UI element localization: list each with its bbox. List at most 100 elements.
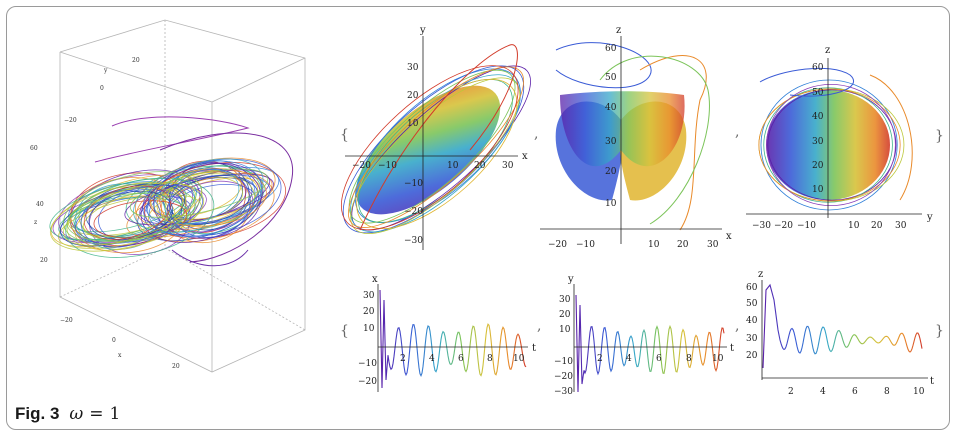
tick-label: 10 [712, 354, 724, 364]
tick-label: 10 [407, 119, 419, 129]
xy-loop [348, 69, 516, 224]
tick-label: 60 [605, 44, 617, 54]
tick-label: 8 [884, 387, 890, 397]
trajectory-loop [153, 169, 240, 225]
tick-label: −20 [352, 161, 371, 171]
trajectory-loop [49, 181, 205, 252]
trajectory-loop [63, 182, 197, 246]
tick-label: 4 [429, 354, 435, 364]
tick-label: −30 [404, 236, 423, 246]
tick-label: 40 [812, 112, 824, 122]
axis-label-z: z [616, 25, 621, 36]
yz-loop [759, 67, 854, 97]
trajectory-loop [169, 168, 251, 238]
z-vs-t-curve [762, 283, 923, 369]
tick-3d-y: 20 [132, 57, 140, 64]
omega-symbol: ω [69, 404, 84, 424]
tick-label: 30 [746, 334, 758, 344]
tick-label: 30 [502, 161, 514, 171]
tick-label: 4 [626, 354, 632, 364]
tick-3d-x: 0 [112, 337, 116, 344]
comma-sep: , [537, 318, 541, 334]
x-vs-t-curve [379, 289, 527, 389]
tick-label: 30 [559, 295, 571, 305]
panel-3d-attractor: y z x 20 0 −20 60 40 20 −20 0 20 [30, 19, 306, 373]
trajectory-loop [49, 178, 198, 241]
timeseries-z: t z 2 4 6 8 10 60 50 40 30 20 [746, 269, 934, 397]
tick-label: 10 [848, 221, 860, 231]
tick-label: −20 [774, 221, 793, 231]
tick-3d-y: −20 [64, 117, 77, 124]
trajectory-arc [171, 249, 249, 267]
tick-label: 2 [597, 354, 603, 364]
axis-label-t: t [930, 376, 934, 387]
axis-label-y: y [926, 212, 933, 223]
tick-label: −20 [548, 240, 567, 250]
tick-label: 60 [812, 63, 824, 73]
tick-label: 10 [559, 325, 571, 335]
tick-label: 8 [487, 354, 493, 364]
tick-label: −20 [554, 372, 573, 382]
tick-label: 20 [746, 351, 758, 361]
timeseries-x: t x 2 4 6 8 10 30 20 10 −10 −20 [358, 274, 536, 392]
comma-sep: , [534, 126, 538, 142]
tick-label: 6 [458, 354, 464, 364]
tick-label: 10 [812, 185, 824, 195]
tick-label: 10 [513, 354, 525, 364]
axis-label-z-3d: z [34, 219, 37, 226]
axis-label-z: z [758, 269, 763, 280]
tick-label: 20 [605, 167, 617, 177]
comma-sep: , [735, 318, 739, 334]
trajectory-loop [140, 163, 264, 243]
tick-label: 8 [686, 354, 692, 364]
tick-label: 30 [895, 221, 907, 231]
tick-3d-z: 20 [40, 257, 48, 264]
xy-loop [350, 77, 521, 235]
yz-loop [869, 74, 913, 201]
trajectory-loop [142, 158, 282, 237]
tick-label: −30 [554, 387, 573, 397]
xz-loop [599, 55, 710, 225]
xy-loop [340, 65, 519, 231]
tick-label: 6 [852, 387, 858, 397]
trajectory-loop [57, 194, 202, 249]
bounding-box [59, 19, 306, 373]
tick-label: 20 [363, 307, 375, 317]
y-vs-t-curve [575, 294, 725, 393]
trajectory-loop [145, 174, 271, 225]
comma-sep: , [735, 124, 739, 140]
trajectory-loop [75, 184, 204, 244]
bracket-close-top: } [935, 128, 944, 144]
tick-label: 40 [605, 103, 617, 113]
tick-label: 20 [407, 91, 419, 101]
trajectory-loop [69, 177, 187, 254]
tick-label: 2 [788, 387, 794, 397]
trajectory-loop [166, 180, 254, 233]
trajectory-loop [129, 168, 269, 218]
tick-label: −10 [378, 161, 397, 171]
tick-label: 30 [407, 63, 419, 73]
trajectory-loop [149, 168, 267, 227]
tick-label: −10 [358, 359, 377, 369]
yz-loop [760, 79, 898, 211]
axis-label-x: x [522, 151, 528, 162]
tick-label: −20 [404, 207, 423, 217]
axis-label-z: z [825, 45, 830, 56]
omega-value: 1 [109, 404, 121, 424]
yz-loop [766, 83, 896, 207]
trajectory-loop [159, 160, 247, 234]
trajectory-loop [93, 200, 188, 239]
tick-label: 6 [656, 354, 662, 364]
axis-label-x-3d: x [118, 352, 122, 359]
timeseries-y: t y 2 4 6 8 10 30 20 10 −10 −20 −30 [554, 274, 734, 397]
tick-label: 50 [746, 299, 758, 309]
tick-label: 20 [559, 310, 571, 320]
attractor-trajectories [49, 116, 294, 267]
xy-dense-region [355, 85, 501, 215]
trajectory-loop [69, 184, 187, 233]
xz-loop [555, 42, 652, 89]
xz-dense-region [560, 91, 685, 167]
trajectory-loop [58, 192, 187, 241]
tick-label: 20 [474, 161, 486, 171]
